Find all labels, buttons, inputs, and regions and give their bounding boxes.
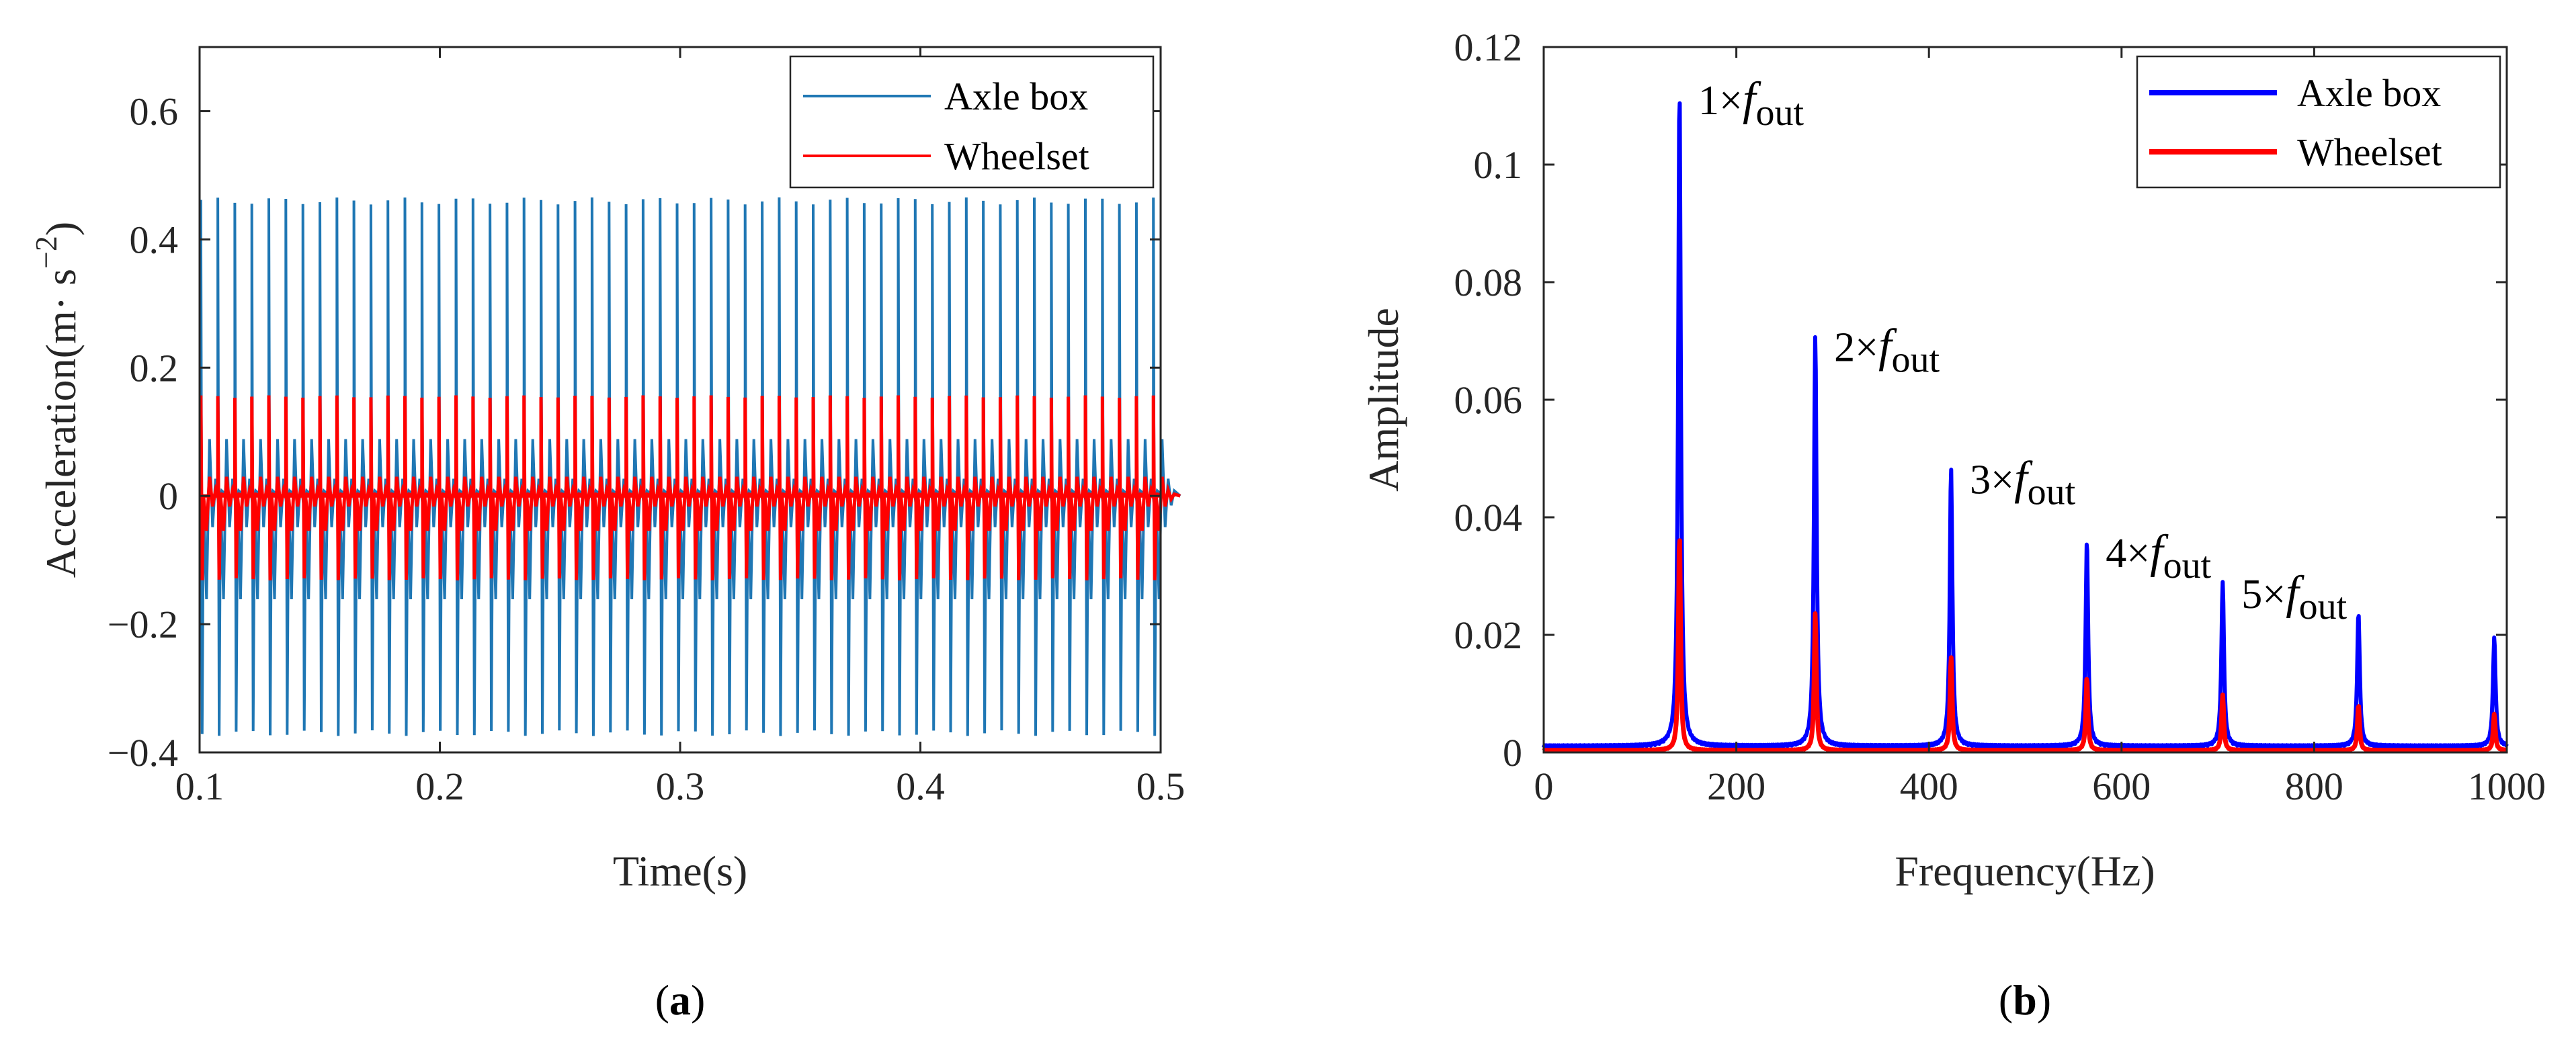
panel-b-annotation-5: 5×fout	[2241, 567, 2347, 627]
panel-b-ylabel: Amplitude	[1360, 308, 1407, 492]
panel-b-series	[1542, 101, 2509, 754]
panel-a-xtick-label: 0.5	[1136, 765, 1186, 808]
panel-b-series-wheelset	[1542, 538, 2509, 754]
panel-b-ytick-label: 0	[1503, 731, 1522, 775]
panel-a-legend: Axle box Wheelset	[789, 55, 1155, 189]
panel-a-series	[199, 197, 1181, 736]
panel-b-ytick-label: 0.08	[1454, 261, 1523, 304]
panel-b-ytick-label: 0.06	[1454, 378, 1523, 422]
panel-b-xtick-label: 200	[1707, 765, 1765, 808]
panel-a-legend-label-wheelset: Wheelset	[944, 134, 1089, 178]
panel-a-ytick-label: 0.6	[130, 89, 179, 133]
panel-a-xtick-label: 0.3	[656, 765, 705, 808]
panel-b-xtick-label: 600	[2092, 765, 2151, 808]
panel-b-ytick-label: 0.1	[1474, 143, 1523, 187]
panel-b-ytick-label: 0.04	[1454, 496, 1523, 539]
panel-a-series-axle-box	[199, 197, 1181, 736]
panel-a-xtick-label: 0.2	[415, 765, 464, 808]
panel-b-annotation-3: 3×fout	[1970, 452, 2075, 513]
panel-a-ytick-label: 0	[159, 474, 178, 518]
panel-a-ytick-label: −0.4	[108, 731, 178, 775]
panel-b-xtick-label: 0	[1534, 765, 1554, 808]
panel-b-ytick-label: 0.12	[1454, 26, 1523, 69]
panel-b-annotation-2: 2×fout	[1834, 320, 1940, 381]
panel-b-legend-label-wheelset: Wheelset	[2297, 130, 2442, 174]
panel-a-ytick-label: 0.2	[130, 346, 179, 390]
panel-b-xtick-label: 1000	[2468, 765, 2546, 808]
panel-a-chart: 0.1 0.2 0.3 0.4 0.5 −0.4 −0.2 0 0.2 0.4 0.6 Axle b…	[29, 46, 1185, 1024]
panel-b-legend-label-axle-box: Axle box	[2297, 71, 2441, 115]
panel-a-xlabel: Time(s)	[613, 847, 747, 895]
panel-b-ticks: 0 200 400 600 800 1000 0 0.02 0.04 0.06 0.08 0.1 0.1…	[1454, 26, 2546, 808]
panel-b-xlabel: Frequency(Hz)	[1895, 847, 2155, 895]
panel-b-legend: Axle box Wheelset	[2136, 55, 2501, 189]
panel-b-annotation-4: 4×fout	[2106, 526, 2211, 586]
panel-b-xtick-label: 800	[2285, 765, 2343, 808]
panel-a-ylabel: Acceleration(m· s−2)	[29, 222, 85, 578]
panel-a-ytick-label: −0.2	[108, 603, 178, 646]
panel-a-ticks: 0.1 0.2 0.3 0.4 0.5 −0.4 −0.2 0 0.2 0.4 0.6	[108, 47, 1185, 808]
panel-b-series-axle-box	[1542, 101, 2509, 750]
panel-a-caption: (a)	[655, 976, 706, 1024]
panel-b-xtick-label: 400	[1900, 765, 1958, 808]
panel-b-ytick-label: 0.02	[1454, 613, 1523, 657]
panel-a-ytick-label: 0.4	[130, 218, 179, 261]
panel-b-legend-box	[2136, 55, 2501, 189]
panel-a-legend-box	[789, 55, 1155, 189]
panel-a-xtick-label: 0.1	[175, 765, 224, 808]
panel-b-chart: 0 200 400 600 800 1000 0 0.02 0.04 0.06 0.08 0.1 0.1…	[1360, 26, 2546, 1024]
panel-a-series-wheelset	[199, 395, 1181, 580]
panel-a-xtick-label: 0.4	[896, 765, 945, 808]
panel-b-caption: (b)	[1999, 976, 2051, 1024]
panel-a-legend-label-axle-box: Axle box	[944, 75, 1088, 118]
